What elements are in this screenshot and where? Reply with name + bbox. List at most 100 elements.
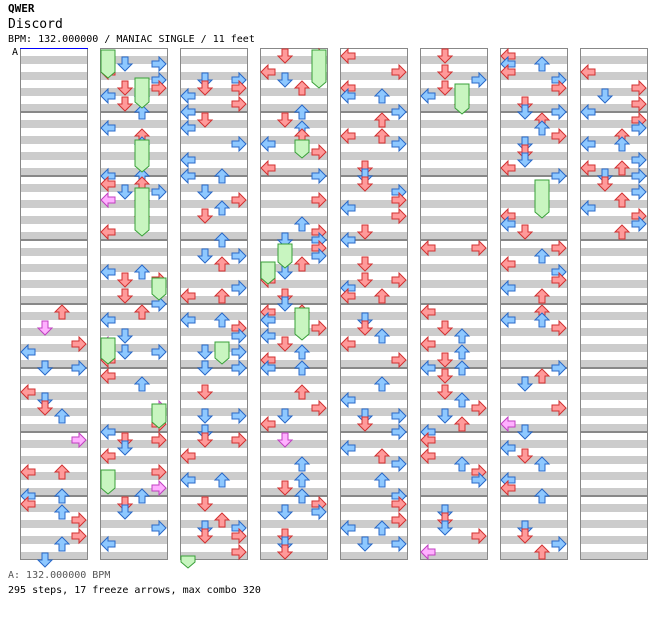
beat-stripe [20, 504, 88, 512]
arrow-up [373, 520, 391, 536]
freeze-arrow [134, 187, 150, 237]
beat-stripe [260, 472, 328, 480]
beat-stripe [260, 344, 328, 352]
beat-stripe [420, 504, 488, 512]
beat-stripe [500, 120, 568, 128]
beat-stripe [100, 120, 168, 128]
beat-stripe [500, 232, 568, 240]
arrow-right [151, 183, 167, 201]
beat-stripe [100, 216, 168, 224]
beat-stripe [420, 520, 488, 528]
beat-stripe [500, 328, 568, 336]
beat-stripe [180, 120, 248, 128]
beat-stripe [100, 520, 168, 528]
bpm-marker: A [12, 47, 19, 58]
arrow-right [71, 335, 87, 353]
measure-frame [20, 240, 88, 304]
arrow-down [196, 496, 214, 512]
beat-stripe [20, 56, 88, 64]
beat-stripe [260, 88, 328, 96]
beat-stripe [340, 360, 408, 368]
beat-stripe [180, 136, 248, 144]
arrow-up [213, 256, 231, 272]
arrow-right [471, 527, 487, 545]
beat-stripe [580, 488, 648, 496]
measure-frame [180, 496, 248, 560]
beat-stripe [340, 392, 408, 400]
beat-stripe [100, 536, 168, 544]
beat-stripe [500, 376, 568, 384]
beat-stripe [180, 184, 248, 192]
arrow-left [500, 439, 516, 457]
arrow-up [53, 304, 71, 320]
freeze-arrow [180, 555, 196, 569]
arrow-up [533, 312, 551, 328]
beat-stripe [580, 136, 648, 144]
arrow-left [340, 47, 356, 65]
arrow-up [373, 128, 391, 144]
arrow-left [180, 119, 196, 137]
beat-stripe [180, 280, 248, 288]
arrow-up [293, 360, 311, 376]
step-statistics: 295 steps, 17 freeze arrows, max combo 3… [8, 585, 261, 596]
arrow-left [260, 63, 276, 81]
arrow-left [180, 471, 196, 489]
arrow-down [116, 80, 134, 96]
arrow-down [276, 504, 294, 520]
beat-stripe [20, 264, 88, 272]
arrow-down [356, 176, 374, 192]
arrow-down [516, 424, 534, 440]
beat-stripe [100, 344, 168, 352]
beat-stripe [580, 280, 648, 288]
beat-stripe [20, 248, 88, 256]
beat-stripe [580, 360, 648, 368]
beat-stripe [180, 456, 248, 464]
beat-stripe [180, 472, 248, 480]
arrow-left [340, 439, 356, 457]
arrow-left [420, 543, 436, 561]
beat-stripe [420, 296, 488, 304]
measure-frame [500, 112, 568, 176]
arrow-left [100, 367, 116, 385]
arrow-down [116, 328, 134, 344]
arrow-left [180, 167, 196, 185]
arrow-down [276, 336, 294, 352]
arrow-right [391, 351, 407, 369]
arrow-left [100, 447, 116, 465]
arrow-left [100, 311, 116, 329]
beat-stripe [500, 264, 568, 272]
arrow-down [436, 80, 454, 96]
arrow-up [453, 416, 471, 432]
beat-stripe [420, 456, 488, 464]
arrow-down [116, 184, 134, 200]
arrow-down [196, 112, 214, 128]
beat-stripe [20, 200, 88, 208]
arrow-up [613, 136, 631, 152]
beat-stripe [420, 248, 488, 256]
beat-stripe [500, 552, 568, 560]
beat-stripe [20, 328, 88, 336]
arrow-right [151, 55, 167, 73]
beat-stripe [500, 488, 568, 496]
beat-stripe [420, 392, 488, 400]
beat-stripe [260, 104, 328, 112]
arrow-down [436, 352, 454, 368]
arrow-up [533, 288, 551, 304]
chart-info: BPM: 132.000000 / MANIAC SINGLE / 11 fee… [8, 34, 255, 45]
beat-stripe [260, 488, 328, 496]
arrow-down [196, 184, 214, 200]
beat-stripe [100, 328, 168, 336]
beat-stripe [20, 392, 88, 400]
beat-stripe [340, 488, 408, 496]
measure-frame [100, 432, 168, 496]
measure-frame [180, 304, 248, 368]
arrow-up [133, 376, 151, 392]
arrow-down [196, 528, 214, 544]
arrow-left [260, 135, 276, 153]
beat-stripe [580, 216, 648, 224]
arrow-right [151, 79, 167, 97]
beat-stripe [500, 344, 568, 352]
beat-stripe [260, 552, 328, 560]
beat-stripe [100, 248, 168, 256]
beat-stripe [420, 264, 488, 272]
